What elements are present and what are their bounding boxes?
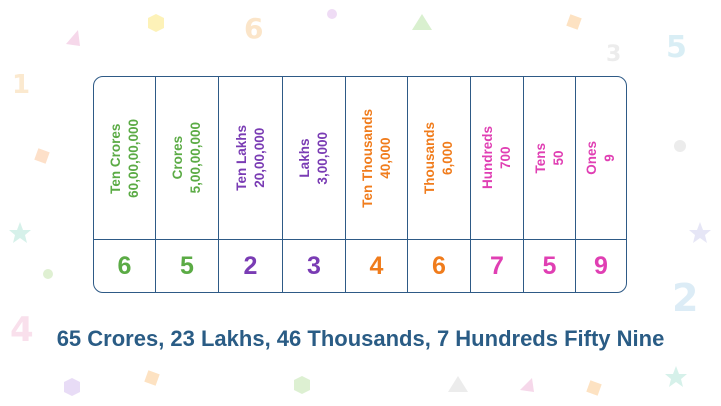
decor-hexagon-icon	[148, 14, 164, 32]
decor-circle-icon	[327, 9, 337, 19]
place-value: 3,00,000	[315, 131, 330, 185]
column-header: Crores 5,00,00,000	[156, 77, 218, 240]
digit-ten-crores: 6	[117, 251, 132, 280]
decor-triangle-icon	[448, 376, 468, 392]
place-value: 40,000	[377, 137, 393, 179]
decor-circle-icon	[674, 140, 686, 152]
column-thousands: Thousands 6,000 6	[408, 77, 471, 292]
column-crores: Crores 5,00,00,000 5	[156, 77, 219, 292]
place-label-ones: Ones 9	[583, 141, 619, 175]
place-name: Ones	[584, 141, 599, 175]
digit-ones: 9	[594, 251, 608, 280]
column-hundreds: Hundreds 700 7	[471, 77, 524, 292]
column-header: Ten Thousands 40,000	[346, 77, 407, 240]
digit-crores: 5	[180, 251, 194, 280]
place-value: 9	[602, 154, 617, 162]
column-ten-crores: Ten Crores 60,00,00,000 6	[94, 77, 156, 292]
place-value: 50	[550, 150, 566, 166]
decor-hexagon-icon	[294, 376, 310, 394]
place-label-ten-lakhs: Ten Lakhs 20,00,000	[233, 125, 269, 191]
column-header: Ones 9	[576, 77, 626, 240]
digit-ten-thousands: 4	[369, 251, 384, 280]
decor-number-6: 6	[244, 12, 264, 45]
decor-triangle-icon	[412, 14, 432, 30]
decor-hexagon-icon	[64, 378, 80, 396]
decor-triangle-icon	[66, 30, 80, 46]
place-value: 20,00,000	[251, 127, 267, 189]
digit-tens: 5	[542, 251, 557, 280]
column-header: Ten Crores 60,00,00,000	[94, 77, 155, 240]
column-ten-lakhs: Ten Lakhs 20,00,000 2	[219, 77, 283, 292]
decor-number-2: 2	[672, 276, 699, 320]
digit-thousands: 6	[432, 251, 446, 280]
place-value: 5,00,00,000	[188, 122, 203, 194]
column-ten-thousands: Ten Thousands 40,000 4	[346, 77, 408, 292]
digit-ten-lakhs: 2	[243, 251, 258, 280]
place-value: 700	[498, 146, 513, 170]
place-value: 6,000	[440, 141, 455, 175]
place-name: Ten Thousands	[359, 108, 375, 208]
column-tens: Tens 50 5	[524, 77, 576, 292]
decor-number-3: 3	[606, 42, 622, 67]
place-name: Ten Lakhs	[233, 125, 249, 191]
decor-star-icon	[9, 222, 31, 243]
place-label-thousands: Thousands 6,000	[421, 122, 457, 194]
place-label-ten-thousands: Ten Thousands 40,000	[359, 109, 395, 208]
column-ones: Ones 9 9	[576, 77, 626, 292]
decor-triangle-icon	[520, 378, 534, 392]
digit-hundreds: 7	[490, 251, 504, 280]
decor-square-icon	[566, 14, 582, 30]
column-header: Lakhs 3,00,000	[283, 77, 345, 240]
digit-lakhs: 3	[307, 251, 321, 280]
column-lakhs: Lakhs 3,00,000 3	[283, 77, 346, 292]
column-header: Thousands 6,000	[408, 77, 470, 240]
place-value: 60,00,00,000	[125, 118, 141, 198]
place-label-ten-crores: Ten Crores 60,00,00,000	[107, 119, 143, 198]
decor-star-icon	[665, 366, 687, 387]
decor-square-icon	[34, 148, 50, 164]
column-header: Ten Lakhs 20,00,000	[219, 77, 282, 240]
place-name: Tens	[532, 142, 548, 174]
place-name: Hundreds	[480, 126, 495, 190]
decor-square-icon	[144, 370, 160, 386]
place-label-crores: Crores 5,00,00,000	[169, 122, 205, 193]
decor-number-1: 1	[12, 70, 31, 100]
number-name-caption: 65 Crores, 23 Lakhs, 46 Thousands, 7 Hun…	[56, 326, 665, 351]
decor-square-icon	[586, 380, 602, 396]
column-header: Tens 50	[524, 77, 575, 240]
place-label-hundreds: Hundreds 700	[479, 126, 515, 189]
place-value-chart: Ten Crores 60,00,00,000 6 Crores 5,00,00…	[93, 76, 627, 293]
place-name: Crores	[170, 136, 185, 180]
place-label-lakhs: Lakhs 3,00,000	[296, 132, 332, 185]
decor-circle-icon	[43, 269, 53, 279]
place-name: Thousands	[422, 121, 437, 194]
decor-number-5: 5	[666, 30, 687, 65]
column-header: Hundreds 700	[471, 77, 523, 240]
place-name: Lakhs	[297, 138, 312, 178]
decor-star-icon	[689, 222, 711, 243]
place-label-tens: Tens 50	[532, 143, 568, 174]
place-name: Ten Crores	[107, 122, 123, 194]
